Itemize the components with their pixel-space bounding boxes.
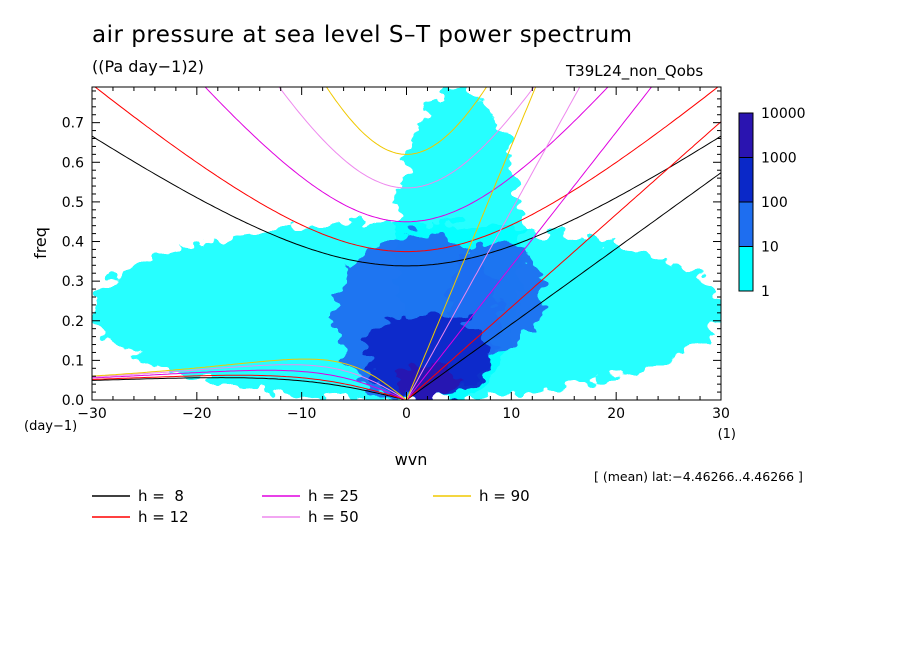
y-tick-label: 0.0 xyxy=(62,393,84,409)
y-tick-label: 0.5 xyxy=(62,195,84,211)
x-tick-label: 0 xyxy=(402,406,411,422)
rossby-curve xyxy=(92,358,407,400)
y-tick-label: 0.7 xyxy=(62,116,84,132)
chart-title: air pressure at sea level S–T power spec… xyxy=(92,22,633,48)
colorbar-swatch xyxy=(738,246,754,292)
y-tick-labels: 0.0 0.1 0.2 0.3 0.4 0.5 0.6 0.7 xyxy=(62,116,84,409)
power-region xyxy=(364,312,491,400)
colorbar-label: 1000 xyxy=(761,151,797,167)
dispersion-curve-layer xyxy=(92,87,721,400)
power-region xyxy=(396,364,459,400)
units-label: ((Pa day−1)2) xyxy=(92,57,204,76)
colorbar-swatch xyxy=(738,201,754,247)
y-tick-label: 0.4 xyxy=(62,235,84,251)
power-fill-layer xyxy=(92,87,721,400)
inertio-gravity-curve xyxy=(92,135,721,267)
kelvin-curve xyxy=(406,121,721,400)
inertio-gravity-curve xyxy=(278,87,535,189)
legend: h = 8 h = 12 h = 25 h = 50 h = 90 xyxy=(92,487,530,526)
x-tick-label: 30 xyxy=(712,406,730,422)
legend-label: h = 50 xyxy=(308,508,359,526)
y-axis-label: freq xyxy=(31,227,50,259)
colorbar-label: 10000 xyxy=(761,106,806,122)
experiment-label: T39L24_non_Qobs xyxy=(566,62,704,80)
axis-ticks xyxy=(91,87,722,401)
rossby-curve xyxy=(92,374,407,400)
legend-label: h = 90 xyxy=(479,487,530,505)
x-unit-label: (1) xyxy=(718,427,736,442)
colorbar-swatch xyxy=(738,112,754,158)
x-tick-label: −10 xyxy=(287,406,317,422)
x-axis-label: wvn xyxy=(395,450,428,469)
kelvin-curve xyxy=(406,87,653,400)
inertio-gravity-curve xyxy=(325,87,488,155)
kelvin-curve xyxy=(406,87,537,400)
y-tick-label: 0.6 xyxy=(62,155,84,171)
x-tick-labels: −30 −20 −10 0 10 20 30 xyxy=(77,406,730,422)
colorbar-label: 10 xyxy=(761,240,779,256)
colorbar-swatch xyxy=(738,157,754,203)
legend-label: h = 12 xyxy=(138,508,189,526)
rossby-curve xyxy=(92,377,407,400)
kelvin-curve xyxy=(406,172,721,400)
x-tick-label: −20 xyxy=(182,406,212,422)
colorbar-label: 100 xyxy=(761,195,788,211)
power-region xyxy=(448,241,543,353)
legend-label: h = 25 xyxy=(308,487,359,505)
inertio-gravity-curve xyxy=(204,87,609,223)
y-tick-label: 0.2 xyxy=(62,314,84,330)
kelvin-curve xyxy=(406,87,581,400)
legend-label: h = 8 xyxy=(138,487,184,505)
y-tick-label: 0.1 xyxy=(62,353,84,369)
x-tick-label: 20 xyxy=(607,406,625,422)
x-tick-label: 10 xyxy=(502,406,520,422)
y-unit-label: (day−1) xyxy=(24,419,77,434)
inertio-gravity-curve xyxy=(94,87,719,253)
colorbar-label: 1 xyxy=(761,284,770,300)
x-tick-label: −30 xyxy=(77,406,107,422)
rossby-curve xyxy=(92,369,407,400)
rossby-curve xyxy=(92,364,407,400)
region-label: [ (mean) lat:−4.46266..4.46266 ] xyxy=(594,469,803,484)
colorbar: 1 10 100 1000 10000 xyxy=(738,106,806,300)
y-tick-label: 0.3 xyxy=(62,274,84,290)
